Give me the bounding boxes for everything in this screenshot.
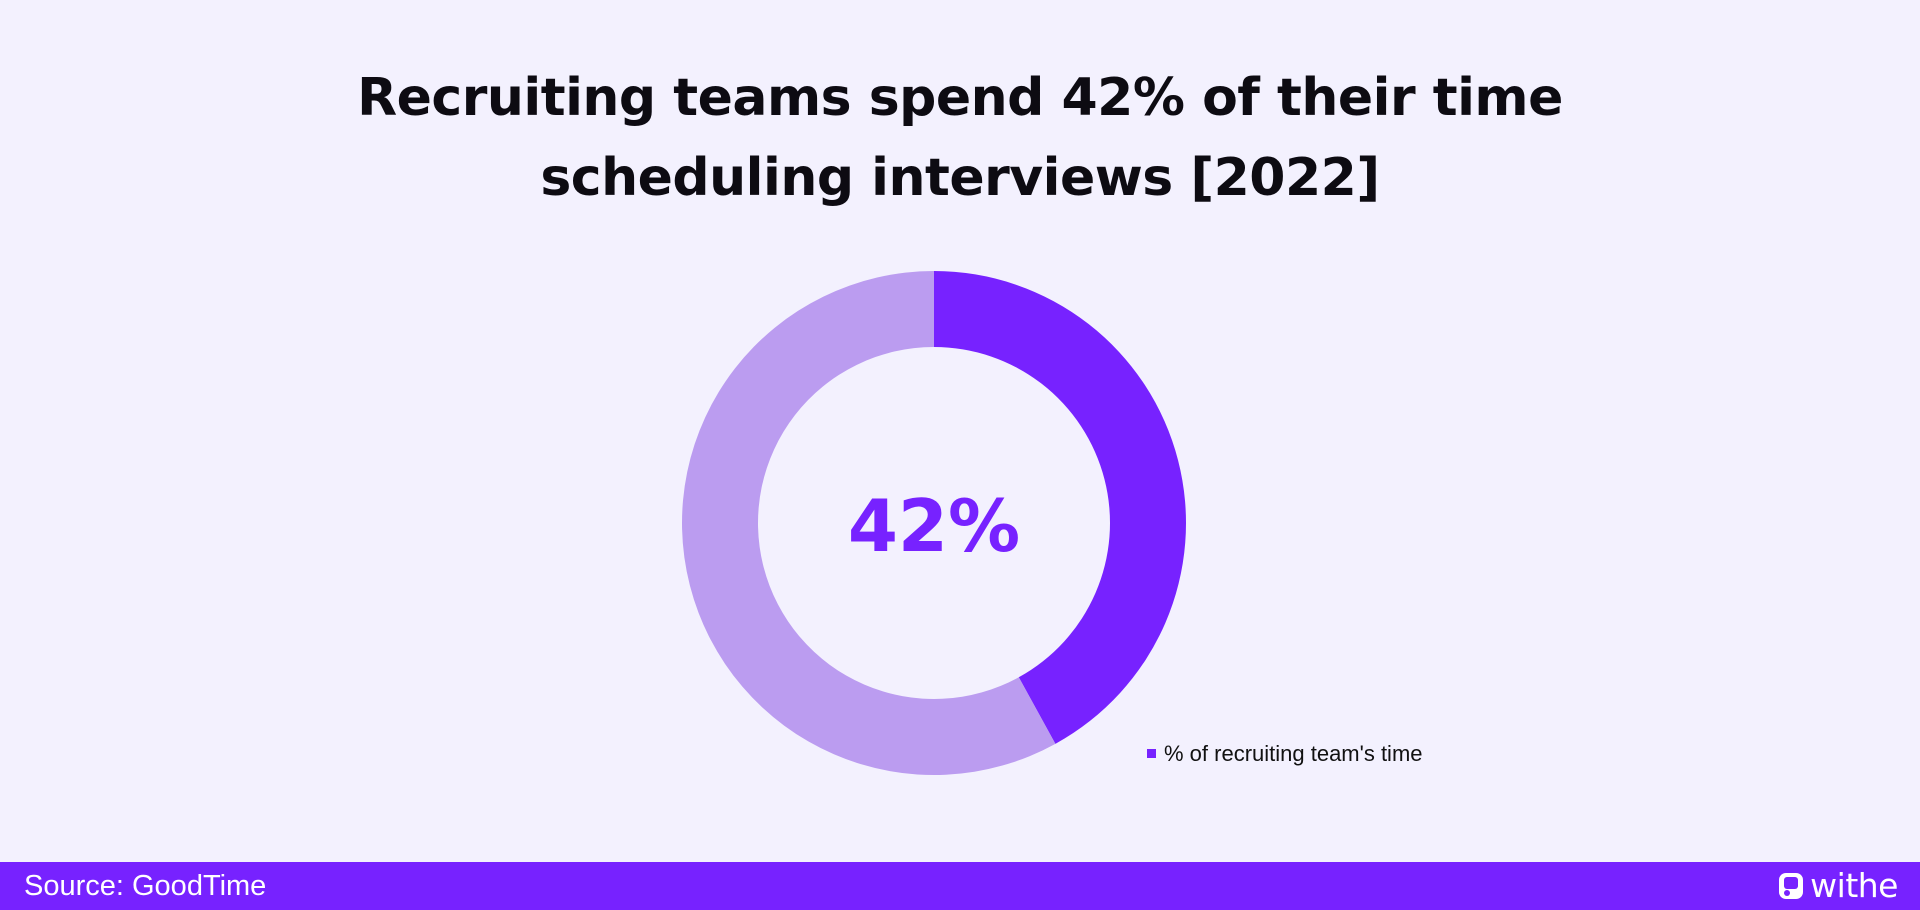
donut-slice-remainder — [682, 271, 1056, 775]
donut-center-label: 42% — [848, 484, 1020, 568]
chart-title: Recruiting teams spend 42% of their time… — [0, 58, 1920, 218]
chart-legend: % of recruiting team's time — [1147, 741, 1423, 766]
brand-name: withe — [1810, 866, 1898, 905]
withe-logo-icon — [1779, 873, 1804, 899]
chart-title-line-1: Recruiting teams spend 42% of their time — [357, 68, 1563, 128]
donut-slices — [682, 271, 1187, 775]
chart-title-line-2: scheduling interviews [2022] — [540, 148, 1380, 208]
legend-swatch — [1147, 749, 1156, 758]
source-credit: Source: GoodTime — [24, 870, 267, 902]
footer-bar: Source: GoodTime withe — [0, 862, 1920, 910]
legend-label: % of recruiting team's time — [1164, 741, 1423, 766]
brand-logo: withe — [1778, 868, 1898, 904]
donut-slice-highlight — [934, 271, 1187, 744]
